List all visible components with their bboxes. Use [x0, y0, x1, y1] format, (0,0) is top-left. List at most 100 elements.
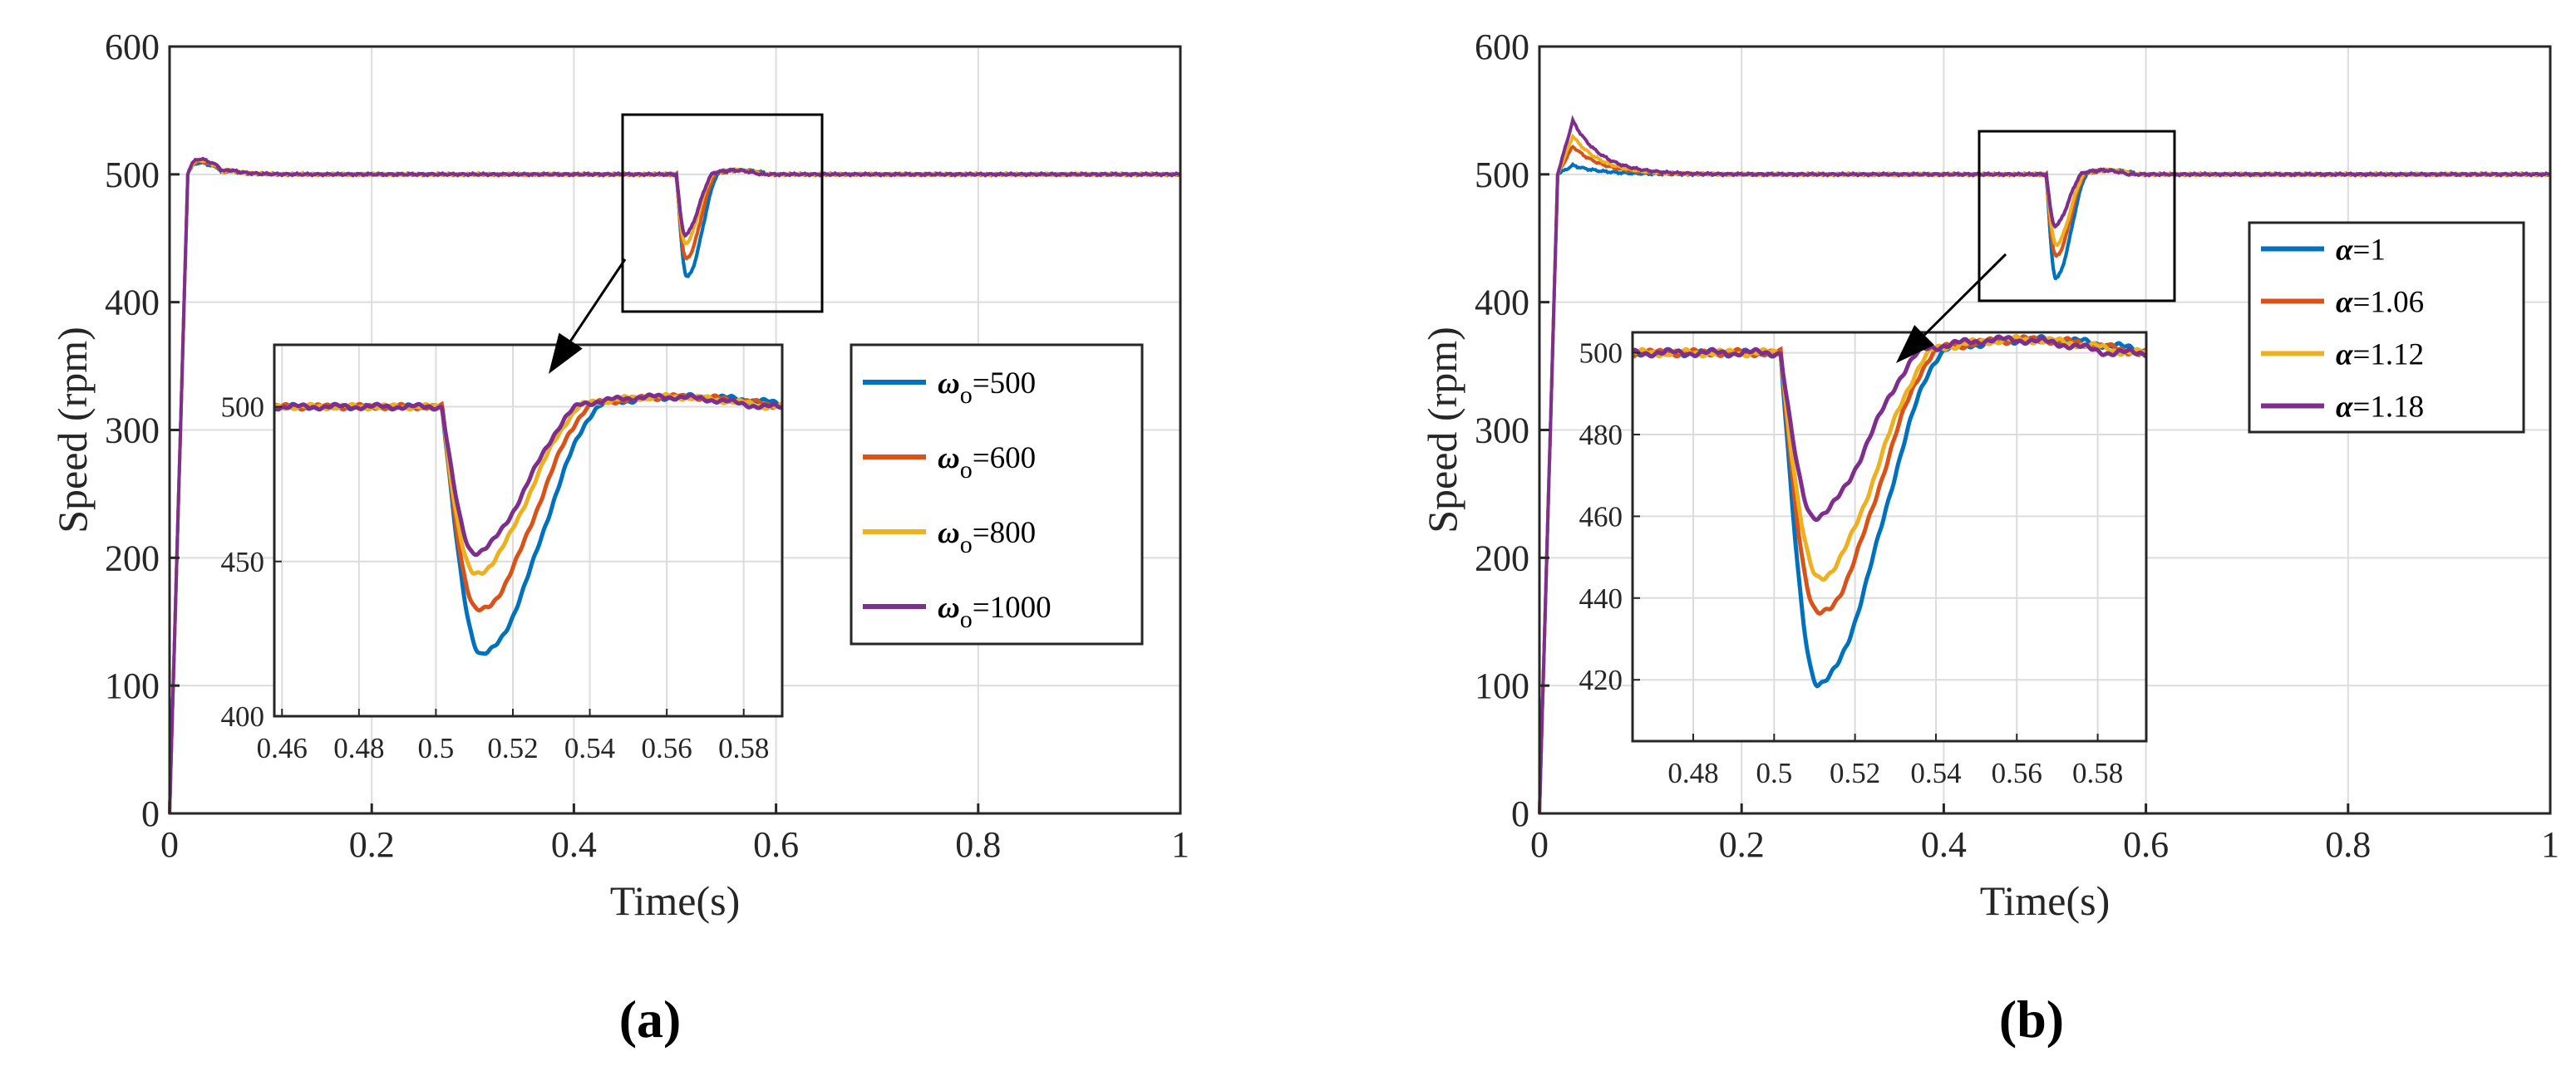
legend-label: ωo=1000 — [938, 591, 1052, 633]
x-axis-label: Time(s) — [1980, 877, 2111, 924]
inset-plot-area — [1633, 332, 2146, 741]
legend-item: α=1.06 — [2261, 286, 2424, 320]
inset-x-tick-label: 0.52 — [1830, 757, 1880, 789]
legend-box — [2248, 221, 2525, 434]
zoom-arrow — [549, 258, 627, 374]
inset-series-group — [1633, 333, 2146, 689]
legend-value: =1 — [2352, 233, 2385, 268]
zoom-arrow — [1896, 253, 2007, 363]
legend-label: α=1.18 — [2336, 391, 2424, 425]
series-line-detail-4 — [664, 167, 736, 238]
legend-value: =1000 — [973, 591, 1052, 625]
legend-value: =1.12 — [2352, 338, 2424, 372]
arrow-shaft — [569, 258, 627, 341]
inset-series-line-4 — [274, 392, 782, 558]
y-axis-label: Speed (rpm) — [49, 327, 96, 533]
inset-x-tick-label: 0.54 — [564, 732, 615, 764]
inset-x-tick-label: 0.48 — [1667, 757, 1718, 789]
legend-item: ωo=600 — [863, 441, 1036, 484]
x-tick-label: 0.4 — [551, 824, 597, 865]
inset-x-tick-label: 0.56 — [1992, 757, 2042, 789]
x-tick-label: 1 — [2541, 824, 2559, 865]
zoom-region-box — [1978, 130, 2176, 302]
inset-y-tick-label: 500 — [1579, 337, 1623, 370]
x-tick-label: 0.2 — [1719, 824, 1765, 865]
legend-value: =800 — [973, 516, 1036, 550]
y-tick-label: 100 — [105, 666, 160, 706]
inset-series-line-2 — [1633, 334, 2146, 617]
legend-value: =1.06 — [2352, 286, 2424, 320]
x-tick-label: 0 — [160, 824, 179, 865]
inset-zoom-plot: 0.46 0.48 0.5 0.52 0.54 0.56 0.58 400 450 500 — [221, 343, 784, 764]
inset-axes-box — [1631, 331, 2148, 743]
inset-y-tick-label: 440 — [1579, 582, 1623, 615]
legend-item: α=1 — [2261, 233, 2386, 268]
inset-y-tick-label: 450 — [221, 546, 265, 578]
y-tick-label: 600 — [1475, 27, 1529, 67]
legend-value: =500 — [973, 366, 1036, 400]
legend-value: =600 — [973, 441, 1036, 475]
legend-value: =1.18 — [2352, 391, 2424, 425]
y-tick-label: 300 — [105, 410, 160, 451]
inset-y-tick-label: 400 — [221, 700, 265, 733]
inset-zoom-plot: 0.48 0.5 0.52 0.54 0.56 0.58 420 440 460 480 500 — [1579, 331, 2148, 789]
inset-x-tick-label: 0.58 — [2072, 757, 2123, 789]
zoom-region-box — [621, 113, 824, 313]
legend-symbol: ω — [938, 366, 960, 400]
x-axis-label: Time(s) — [610, 877, 741, 924]
legend: α=1α=1.06α=1.12α=1.18 — [2248, 221, 2525, 434]
y-tick-label: 100 — [1475, 666, 1529, 706]
legend-symbol: ω — [938, 516, 960, 550]
legend-label: ωo=500 — [938, 366, 1036, 409]
inset-series-line-4 — [1633, 334, 2146, 523]
panel-label: (a) — [619, 990, 682, 1049]
y-tick-label: 200 — [105, 538, 160, 578]
y-tick-label: 300 — [1475, 410, 1529, 451]
legend-label: α=1 — [2336, 233, 2386, 268]
legend-symbol: ω — [938, 591, 960, 625]
legend-item: α=1.12 — [2261, 338, 2424, 372]
chart-panel-b: 0 0.2 0.4 0.6 0.8 1 0 100 200 300 400 500 600 Time(s)… — [1419, 27, 2559, 1049]
legend-subscript: o — [960, 531, 973, 558]
arrow-head — [1896, 325, 1935, 363]
x-tick-label: 0.8 — [955, 824, 1001, 865]
x-tick-label: 0.6 — [2123, 824, 2169, 865]
y-tick-label: 500 — [105, 155, 160, 195]
inset-x-tick-label: 0.48 — [333, 732, 384, 764]
legend-subscript: o — [960, 381, 973, 409]
legend-box — [850, 343, 1144, 646]
inset-axes-box — [273, 343, 784, 718]
inset-x-tick-label: 0.56 — [642, 732, 692, 764]
inset-y-tick-label: 480 — [1579, 419, 1623, 451]
legend-subscript: o — [960, 456, 973, 484]
inset-x-tick-label: 0.58 — [718, 732, 769, 764]
legend-symbol: α — [2336, 233, 2353, 268]
inset-series-group — [274, 391, 782, 656]
legend-item: α=1.18 — [2261, 391, 2424, 425]
inset-x-tick-label: 0.54 — [1910, 757, 1961, 789]
inset-y-tick-label: 460 — [1579, 500, 1623, 533]
y-tick-label: 400 — [105, 282, 160, 323]
x-tick-label: 0.8 — [2325, 824, 2371, 865]
inset-x-tick-label: 0.52 — [487, 732, 538, 764]
y-tick-label: 500 — [1475, 155, 1529, 195]
legend-item: ωo=800 — [863, 516, 1036, 558]
series-line-detail-4 — [2034, 167, 2106, 229]
y-tick-label: 0 — [141, 793, 160, 834]
inset-x-tick-label: 0.5 — [418, 732, 455, 764]
arrow-head — [549, 332, 583, 374]
y-tick-label: 0 — [1511, 793, 1529, 834]
legend-label: ωo=800 — [938, 516, 1036, 558]
inset-x-tick-label: 0.5 — [1756, 757, 1792, 789]
legend-symbol: α — [2336, 338, 2353, 372]
x-tick-label: 0 — [1530, 824, 1549, 865]
inset-y-tick-label: 500 — [221, 391, 265, 424]
chart-panel-a: 0 0.2 0.4 0.6 0.8 1 0 100 200 300 400 500 600 Time(s)… — [49, 27, 1189, 1049]
legend-subscript: o — [960, 606, 973, 633]
x-tick-label: 1 — [1171, 824, 1189, 865]
inset-x-tick-label: 0.46 — [257, 732, 308, 764]
y-tick-label: 400 — [1475, 282, 1529, 323]
x-tick-label: 0.6 — [753, 824, 799, 865]
